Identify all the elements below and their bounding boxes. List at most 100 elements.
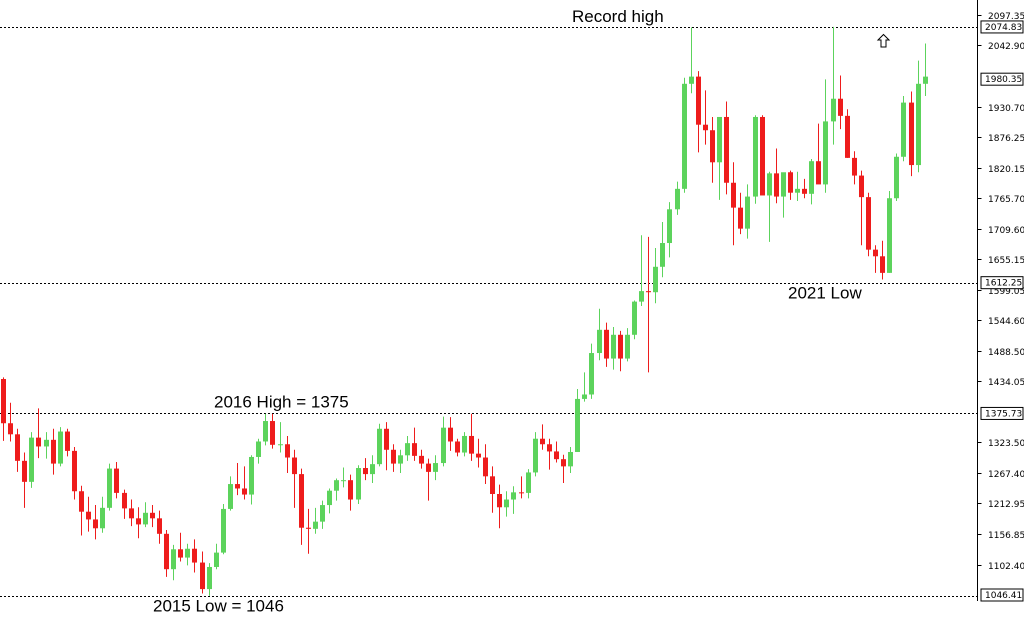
candle-body (178, 549, 183, 558)
candle-body (114, 468, 119, 493)
candle-body (774, 173, 779, 197)
candle (866, 192, 871, 257)
candle (299, 468, 304, 545)
candle-body (228, 484, 233, 509)
candle-body (79, 491, 84, 512)
candle (660, 222, 665, 278)
candle-body (334, 480, 339, 491)
candle (760, 115, 765, 196)
candle-body (880, 256, 885, 273)
candle-body (611, 334, 616, 359)
candle-body (831, 98, 836, 122)
candle (320, 500, 325, 529)
candle (285, 435, 290, 473)
candle (391, 444, 396, 472)
candle (72, 447, 77, 500)
candle (838, 75, 843, 130)
candle (795, 171, 800, 202)
candle-body (327, 490, 332, 506)
candle-body (405, 443, 410, 456)
axis-tick-label: 2097.35 (988, 12, 1024, 22)
annotations: Record high 2016 High = 1375 2021 Low 2015 … (153, 7, 862, 616)
candle (370, 455, 375, 483)
axis-tick-label: 1930.70 (988, 104, 1024, 114)
candle (292, 449, 297, 508)
axis-tick-label: 1876.25 (988, 134, 1024, 144)
candle (384, 422, 389, 471)
candle (745, 184, 750, 239)
candle-body (419, 455, 424, 464)
axis-tick-label: 1488.50 (988, 348, 1024, 358)
candle (611, 327, 616, 370)
candle-body (51, 439, 56, 464)
candle (582, 372, 587, 402)
candle-body (263, 421, 268, 442)
candle (724, 101, 729, 195)
candle (58, 427, 63, 467)
candle-body (575, 398, 580, 452)
candle (377, 423, 382, 467)
candle-body (143, 512, 148, 525)
candle-body (136, 518, 141, 525)
axis-tick-label: 1655.15 (988, 256, 1024, 266)
candle (214, 543, 219, 570)
candle-body (377, 428, 382, 465)
candle-body (370, 464, 375, 475)
candle-body (689, 76, 694, 84)
candle-body (129, 508, 134, 519)
candle (256, 438, 261, 464)
price-axis: 2097.35 2042.90 1930.70 1876.25 1820.15 1765.… (977, 12, 1024, 572)
candle (100, 496, 105, 533)
candle (788, 170, 793, 200)
price-box (980, 20, 1024, 34)
axis-tick-label: 1156.85 (988, 531, 1024, 541)
price-box-label: 1375.73 (985, 409, 1022, 419)
candle-body (533, 438, 538, 473)
candle-body (150, 512, 155, 519)
candle (79, 485, 84, 536)
candle (561, 454, 566, 483)
candle-body (356, 468, 361, 500)
candle (263, 413, 268, 446)
candle (348, 474, 353, 511)
candle-body (107, 468, 112, 508)
candle (107, 463, 112, 511)
candle (249, 455, 254, 505)
axis-tick-label: 1599.05 (988, 287, 1024, 297)
axis-tick-label: 1102.40 (988, 562, 1024, 572)
price-box (980, 72, 1024, 86)
candle (823, 79, 828, 193)
candle (278, 422, 283, 453)
candle-body (561, 459, 566, 467)
candle (221, 503, 226, 555)
candles (1, 26, 928, 596)
candle (767, 171, 772, 242)
candle-body (391, 449, 396, 464)
candle-body (249, 456, 254, 495)
candle (845, 109, 850, 158)
candle (497, 484, 502, 529)
candle-body (65, 431, 70, 451)
candle (667, 202, 672, 258)
candle (114, 461, 119, 499)
candle-body (696, 76, 701, 125)
axis-tick-label: 1434.05 (988, 378, 1024, 388)
candle (554, 441, 559, 463)
candle-body (887, 198, 892, 273)
candle-body (731, 182, 736, 208)
candle-body (207, 566, 212, 590)
candle-body (760, 116, 765, 196)
candle (653, 247, 658, 304)
candle (568, 447, 573, 473)
candle (547, 438, 552, 470)
candle-body (866, 197, 871, 250)
candle-body (710, 130, 715, 163)
candle (36, 408, 41, 459)
candle-body (36, 437, 41, 447)
candle-body (909, 102, 914, 166)
candle (306, 508, 311, 554)
candle (341, 467, 346, 488)
candle (916, 60, 921, 173)
candle (313, 507, 318, 534)
candle (65, 428, 70, 457)
